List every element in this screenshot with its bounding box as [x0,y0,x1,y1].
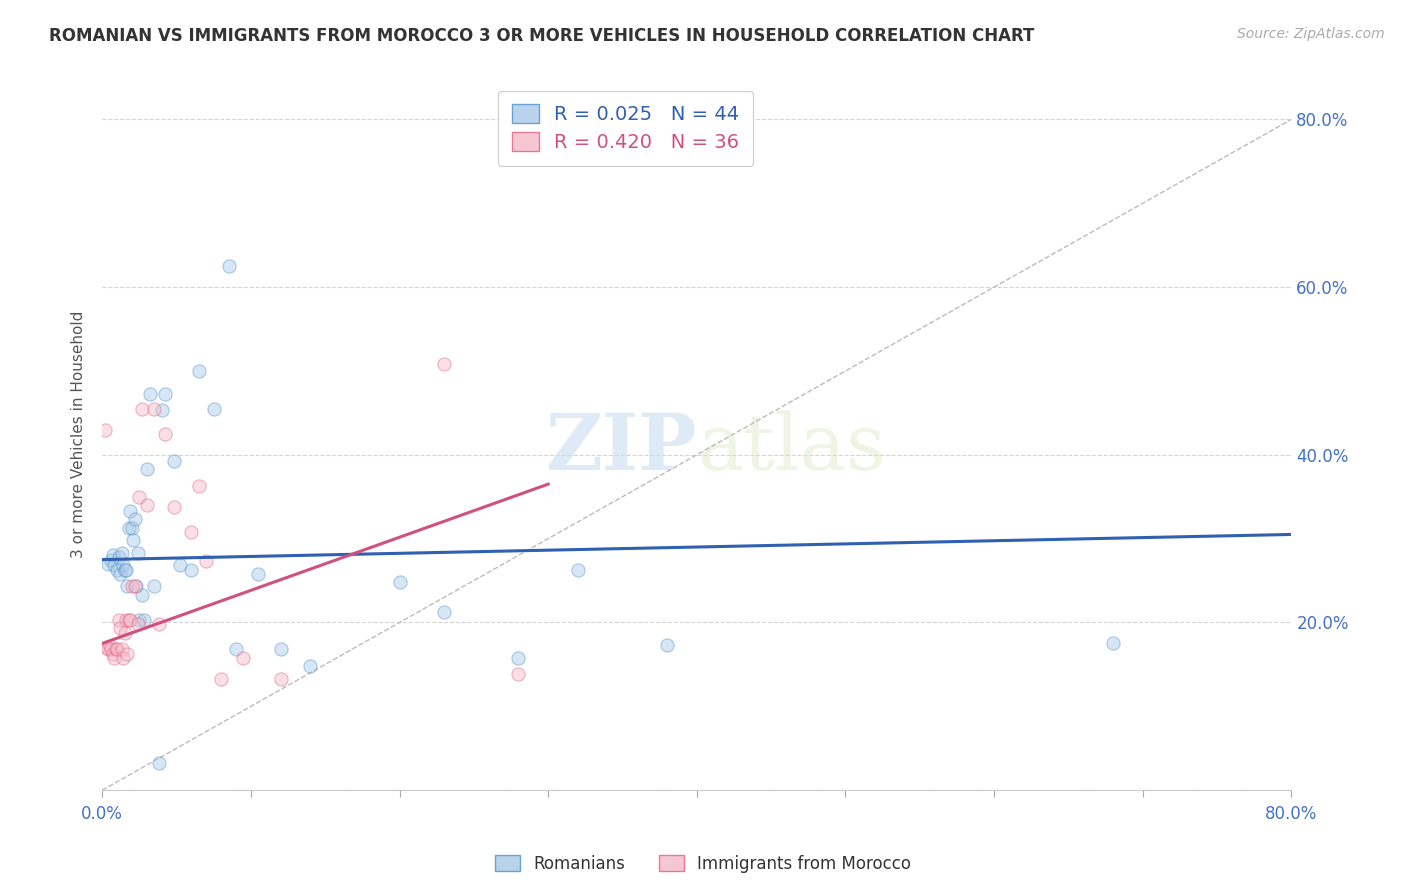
Text: atlas: atlas [697,410,886,486]
Point [143,579,166,593]
Y-axis label: 3 or more Vehicles in Household: 3 or more Vehicles in Household [72,310,86,558]
Point [108,621,131,635]
Point [122,533,145,548]
Point [131,588,153,602]
Point [124,512,146,526]
Point [508,667,530,681]
Point [103,558,125,573]
Point [567,563,589,577]
Point [225,642,247,657]
Point [135,498,157,512]
Point [115,613,138,627]
Point [388,575,411,590]
Point [107,550,129,565]
Point [148,756,170,770]
Point [299,659,322,673]
Point [100,552,122,566]
Point [132,613,155,627]
Point [1102,636,1125,650]
Legend: Romanians, Immigrants from Morocco: Romanians, Immigrants from Morocco [488,848,918,880]
Point [195,554,218,568]
Point [125,579,148,593]
Point [114,625,136,640]
Point [114,563,136,577]
Text: ZIP: ZIP [546,410,697,486]
Point [105,563,128,577]
Point [120,613,142,627]
Point [97,642,120,657]
Point [100,642,122,657]
Legend: R = 0.025   N = 44, R = 0.420   N = 36: R = 0.025 N = 44, R = 0.420 N = 36 [498,91,754,166]
Point [115,563,138,577]
Point [433,357,456,371]
Point [180,563,202,577]
Point [103,650,125,665]
Point [94,423,117,437]
Point [270,642,292,657]
Point [118,521,141,535]
Point [107,613,129,627]
Point [433,605,456,619]
Point [128,490,150,504]
Point [97,557,120,571]
Point [118,613,141,627]
Point [121,579,143,593]
Text: Source: ZipAtlas.com: Source: ZipAtlas.com [1237,27,1385,41]
Point [128,613,150,627]
Point [135,462,157,476]
Point [127,617,149,632]
Point [121,521,143,535]
Point [111,650,134,665]
Point [247,566,270,581]
Point [104,642,127,657]
Point [98,639,121,653]
Point [270,672,292,686]
Point [148,617,170,632]
Point [162,500,184,514]
Point [117,647,139,661]
Point [143,401,166,416]
Point [150,403,173,417]
Point [96,640,118,655]
Point [110,546,132,560]
Point [218,259,240,273]
Point [187,364,209,378]
Point [127,546,149,560]
Point [105,642,128,657]
Point [139,386,162,401]
Point [111,558,134,573]
Point [655,638,678,652]
Point [169,558,191,573]
Point [153,386,176,401]
Point [110,642,132,657]
Text: ROMANIAN VS IMMIGRANTS FROM MOROCCO 3 OR MORE VEHICLES IN HOUSEHOLD CORRELATION : ROMANIAN VS IMMIGRANTS FROM MOROCCO 3 OR… [49,27,1035,45]
Point [108,566,131,581]
Point [153,426,176,441]
Point [101,648,124,662]
Point [202,401,225,416]
Point [120,504,142,518]
Point [131,401,153,416]
Point [162,453,184,467]
Point [232,650,254,665]
Point [187,479,209,493]
Point [180,524,202,539]
Point [209,672,232,686]
Point [101,549,124,563]
Point [508,650,530,665]
Point [117,579,139,593]
Point [124,579,146,593]
